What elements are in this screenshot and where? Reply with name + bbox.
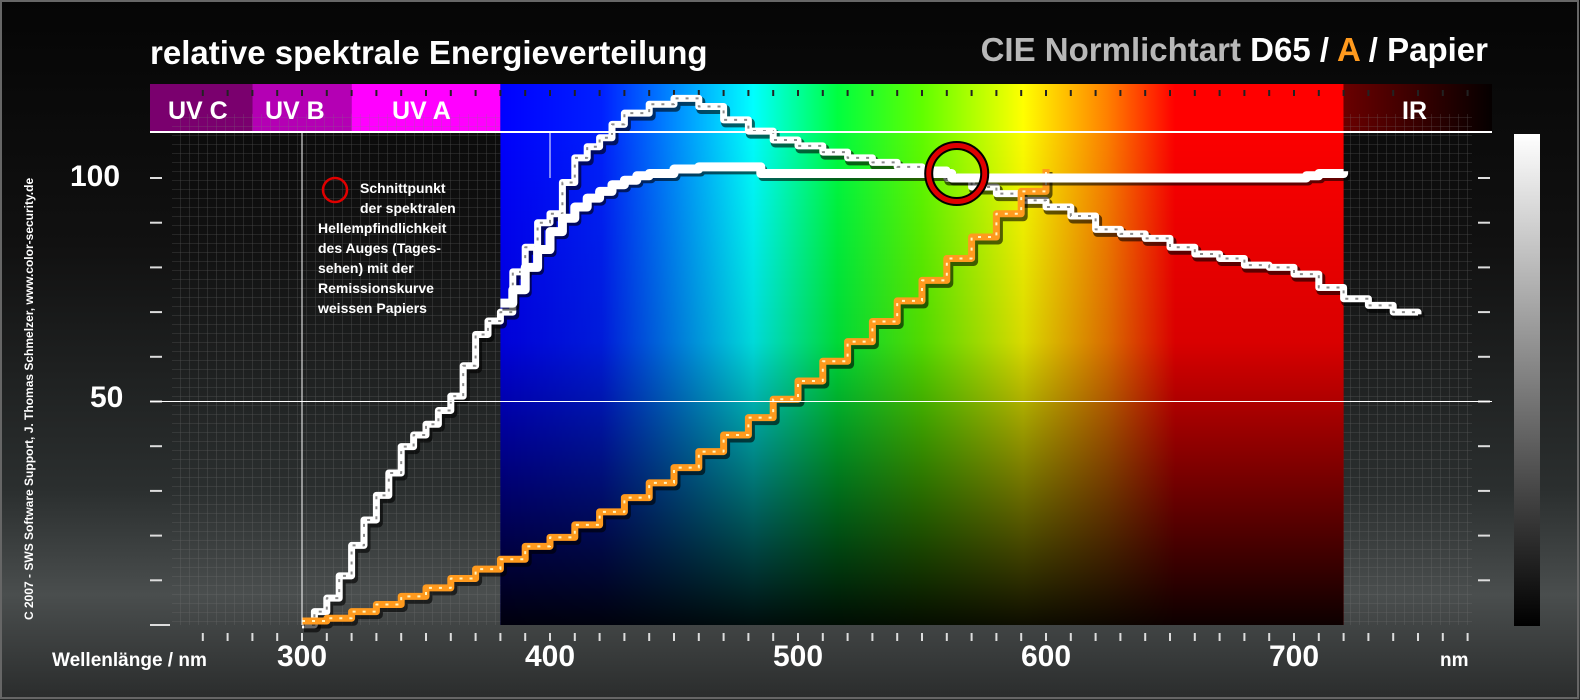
series-line [500,162,1349,308]
series-papier [500,162,1351,311]
grid-ir [1343,113,1472,625]
brightness-scale-bar [1514,134,1540,626]
series-highlight [302,97,1419,626]
band-label-uvc: UV C [168,97,228,125]
annotation-line: Remissionskurve [318,280,434,296]
legend-a: A [1336,31,1360,68]
annotation-marker-circle [321,176,349,204]
y-tick-label-100: 100 [70,160,121,193]
legend-papier: Papier [1387,31,1488,68]
x-tick-label-500: 500 [772,640,824,673]
series-d65 [302,94,1425,633]
band-label-uva: UV A [392,97,451,125]
annotation-line: weissen Papiers [318,300,427,316]
spectrum-shading [500,110,1344,625]
legend-prefix: CIE Normlichtart [980,31,1241,68]
chart-title: relative spektrale Energieverteilung [150,34,708,71]
series-highlight [302,169,1047,622]
x-tick-label-300: 300 [276,640,328,673]
legend-sep-2: / [1368,31,1378,68]
annotation-line: Hellempfindlichkeit [318,220,447,236]
band-label-ir: IR [1402,97,1427,125]
legend-d65: D65 [1250,31,1311,68]
x-tick-label-400: 400 [524,640,576,673]
x-axis-unit: nm [1440,650,1469,671]
annotation-line: des Auges (Tages- [318,240,441,256]
x-tick-label-600: 600 [1020,640,1072,673]
x-tick-label-700: 700 [1268,640,1320,673]
legend-sep-1: / [1319,31,1330,68]
illuminant-legend: CIE Normlichtart D65 / A / Papier [981,31,1488,69]
copyright-credit: C 2007 - SWS Software Support, J. Thomas… [22,177,36,620]
y-tick-label-50: 50 [90,381,124,414]
annotation-line: Schnittpunkt [360,180,446,196]
annotation-line: sehen) mit der [318,260,414,276]
x-axis-label: Wellenlänge / nm [52,650,207,671]
band-label-uvb: UV B [265,97,325,125]
grid-uv [172,113,501,625]
annotation-line: der spektralen [360,200,456,216]
intersection-circle [926,143,988,205]
intersection-annotation: Schnittpunkt der spektralen Hellempfindl… [318,178,508,318]
series-a [302,169,1053,629]
